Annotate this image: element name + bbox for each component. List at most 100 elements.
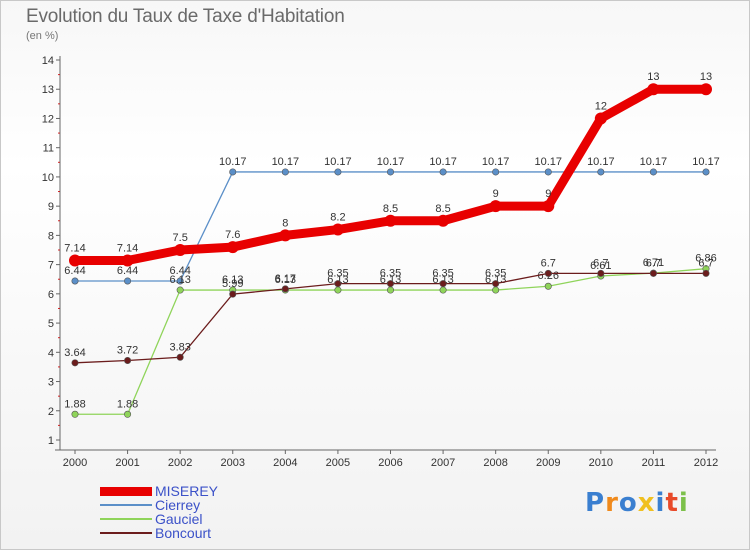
x-tick-label: 2009 [536, 457, 560, 469]
data-label-cierrey: 10.17 [482, 156, 510, 168]
y-tick-label: 8 [48, 230, 54, 242]
logo-letter: i [655, 488, 666, 518]
data-point-gauciel [176, 286, 184, 294]
y-tick-label: 12 [42, 113, 54, 125]
data-point-cierrey [229, 168, 237, 176]
data-point-gauciel [439, 286, 447, 294]
data-label-cierrey: 6.44 [117, 265, 138, 277]
logo-letter: i [678, 488, 689, 518]
data-label-cierrey: 6.44 [169, 265, 190, 277]
data-point-cierrey [492, 168, 500, 176]
y-tick-label: 1 [48, 435, 54, 447]
data-point-miserey [542, 200, 555, 213]
data-label-boncourt: 6.35 [327, 268, 348, 280]
data-label-cierrey: 10.17 [534, 156, 562, 168]
data-label-cierrey: 10.17 [377, 156, 405, 168]
data-label-cierrey: 10.17 [272, 156, 300, 168]
data-label-miserey: 13 [700, 71, 712, 83]
data-point-cierrey [544, 168, 552, 176]
data-point-boncourt [544, 269, 552, 277]
y-tick-label: 9 [48, 201, 54, 213]
data-label-miserey: 7.6 [225, 229, 240, 241]
data-label-miserey: 13 [647, 71, 659, 83]
x-tick-label: 2001 [115, 457, 139, 469]
data-point-miserey [647, 83, 660, 96]
x-tick-label: 2011 [642, 457, 666, 469]
data-label-miserey: 8 [282, 217, 288, 229]
logo-letter: r [605, 488, 619, 518]
data-label-miserey: 12 [595, 100, 607, 112]
data-point-cierrey [702, 168, 710, 176]
data-point-boncourt [176, 353, 184, 361]
data-point-miserey [489, 200, 502, 213]
data-point-cierrey [124, 277, 132, 285]
data-point-gauciel [334, 286, 342, 294]
data-point-boncourt [124, 356, 132, 364]
data-point-gauciel [386, 286, 394, 294]
x-tick-label: 2007 [431, 457, 455, 469]
data-label-cierrey: 10.17 [324, 156, 352, 168]
x-tick-label: 2004 [273, 457, 297, 469]
y-tick-label: 5 [48, 318, 54, 330]
legend-label-boncourt: Boncourt [155, 525, 212, 541]
legend-label-miserey: MISEREY [155, 483, 219, 499]
logo-letter: t [665, 488, 679, 518]
data-label-miserey: 7.14 [117, 243, 138, 255]
data-label-gauciel: 6.13 [169, 274, 190, 286]
data-label-cierrey: 10.17 [219, 156, 247, 168]
data-point-miserey [384, 214, 397, 227]
data-label-cierrey: 10.17 [587, 156, 615, 168]
data-label-gauciel: 1.88 [117, 398, 138, 410]
data-label-miserey: 7.5 [173, 232, 188, 244]
data-point-cierrey [649, 168, 657, 176]
data-label-gauciel: 6.86 [695, 253, 716, 265]
legend-swatch-boncourt [100, 532, 152, 534]
chart-subtitle: (en %) [26, 30, 59, 42]
logo-letter: o [618, 488, 638, 518]
x-tick-label: 2002 [168, 457, 192, 469]
data-point-miserey [174, 244, 187, 256]
data-label-gauciel: 1.88 [64, 398, 85, 410]
data-label-boncourt: 3.83 [169, 341, 190, 353]
x-tick-label: 2003 [221, 457, 245, 469]
y-tick-label: 3 [48, 377, 54, 389]
data-point-boncourt [702, 269, 710, 277]
data-point-cierrey [334, 168, 342, 176]
data-label-boncourt: 3.72 [117, 344, 138, 356]
data-point-boncourt [229, 290, 237, 298]
data-point-cierrey [71, 277, 79, 285]
data-label-cierrey: 10.17 [429, 156, 457, 168]
data-label-boncourt: 6.7 [698, 257, 713, 269]
data-point-boncourt [71, 359, 79, 367]
logo-letter: x [637, 488, 656, 518]
data-point-cierrey [439, 168, 447, 176]
data-label-boncourt: 6.35 [432, 268, 453, 280]
legend-label-cierrey: Cierrey [155, 497, 201, 513]
y-tick-label: 13 [42, 84, 54, 96]
x-tick-label: 2012 [694, 457, 718, 469]
data-point-miserey [594, 112, 607, 125]
data-point-miserey [69, 254, 81, 267]
legend-swatch-gauciel [100, 518, 152, 520]
data-label-miserey: 8.2 [330, 212, 345, 224]
data-label-cierrey: 10.17 [640, 156, 668, 168]
data-label-gauciel: 6.13 [222, 274, 243, 286]
data-point-cierrey [386, 168, 394, 176]
y-tick-label: 4 [48, 347, 54, 359]
logo-letter: P [585, 488, 606, 518]
y-tick-label: 7 [48, 260, 54, 272]
data-point-cierrey [281, 168, 289, 176]
legend-label-gauciel: Gauciel [155, 511, 203, 527]
data-label-boncourt: 5.99 [222, 278, 243, 290]
x-tick-label: 2010 [589, 457, 613, 469]
data-point-boncourt [649, 269, 657, 277]
x-tick-label: 2000 [63, 457, 87, 469]
data-label-boncourt: 3.64 [64, 347, 85, 359]
data-point-boncourt [334, 280, 342, 288]
data-label-boncourt: 6.17 [275, 273, 296, 285]
x-tick-label: 2006 [378, 457, 402, 469]
x-tick-label: 2008 [483, 457, 507, 469]
data-point-miserey [226, 241, 239, 254]
data-point-boncourt [386, 280, 394, 288]
